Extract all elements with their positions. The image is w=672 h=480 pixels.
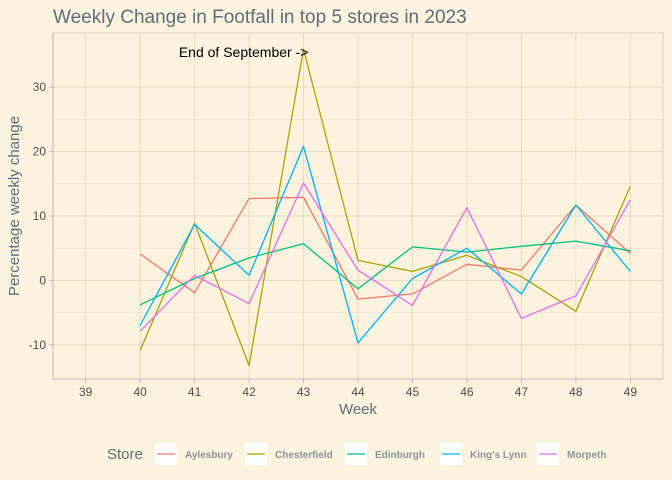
legend-label: King's Lynn [470, 450, 526, 461]
legend-label: Edinburgh [375, 450, 425, 461]
legend-item-chesterfield: Chesterfield [245, 443, 333, 465]
x-tick-label: 49 [624, 385, 638, 399]
series-line-king-s-lynn [139, 145, 631, 344]
legend-title: Store [107, 446, 143, 463]
x-tick-label: 39 [79, 385, 93, 399]
annotation-end-of-september: End of September -> [179, 44, 309, 60]
chart-title: Weekly Change in Footfall in top 5 store… [53, 7, 467, 28]
x-tick-label: 47 [515, 385, 529, 399]
series-line-chesterfield [139, 48, 631, 367]
legend-item-edinburgh: Edinburgh [345, 443, 425, 465]
y-axis-ticks: -10 0 10 20 30 [29, 80, 53, 352]
x-axis-title: Week [339, 401, 378, 418]
y-axis-title: Percentage weekly change [6, 116, 23, 296]
gridlines [53, 33, 663, 379]
x-tick-label: 45 [406, 385, 420, 399]
x-tick-label: 40 [133, 385, 147, 399]
x-tick-label: 46 [460, 385, 474, 399]
legend-label: Chesterfield [275, 450, 333, 461]
legend-item-aylesbury: Aylesbury [155, 443, 233, 465]
legend-item-morpeth: Morpeth [537, 443, 606, 465]
x-tick-label: 44 [351, 385, 365, 399]
legend-label: Morpeth [567, 450, 606, 461]
x-tick-label: 48 [569, 385, 583, 399]
x-tick-label: 42 [242, 385, 256, 399]
x-tick-label: 43 [297, 385, 311, 399]
x-axis-ticks: 39 40 41 42 43 44 45 46 47 48 49 [79, 379, 637, 399]
x-tick-label: 41 [188, 385, 202, 399]
y-tick-label: 10 [33, 209, 47, 223]
plot-panel: End of September -> [52, 32, 664, 380]
legend-item-king-s-lynn: King's Lynn [440, 443, 526, 465]
y-tick-label: 0 [39, 273, 46, 287]
legend: Store Aylesbury Chesterfield Edinburgh King… [107, 443, 606, 465]
series-line-morpeth [139, 182, 631, 332]
y-tick-label: -10 [29, 338, 47, 352]
y-tick-label: 30 [33, 80, 47, 94]
legend-label: Aylesbury [185, 450, 233, 461]
series-line-aylesbury [139, 196, 631, 300]
series-lines [139, 48, 631, 367]
series-line-edinburgh [139, 240, 631, 306]
y-tick-label: 20 [33, 145, 47, 159]
